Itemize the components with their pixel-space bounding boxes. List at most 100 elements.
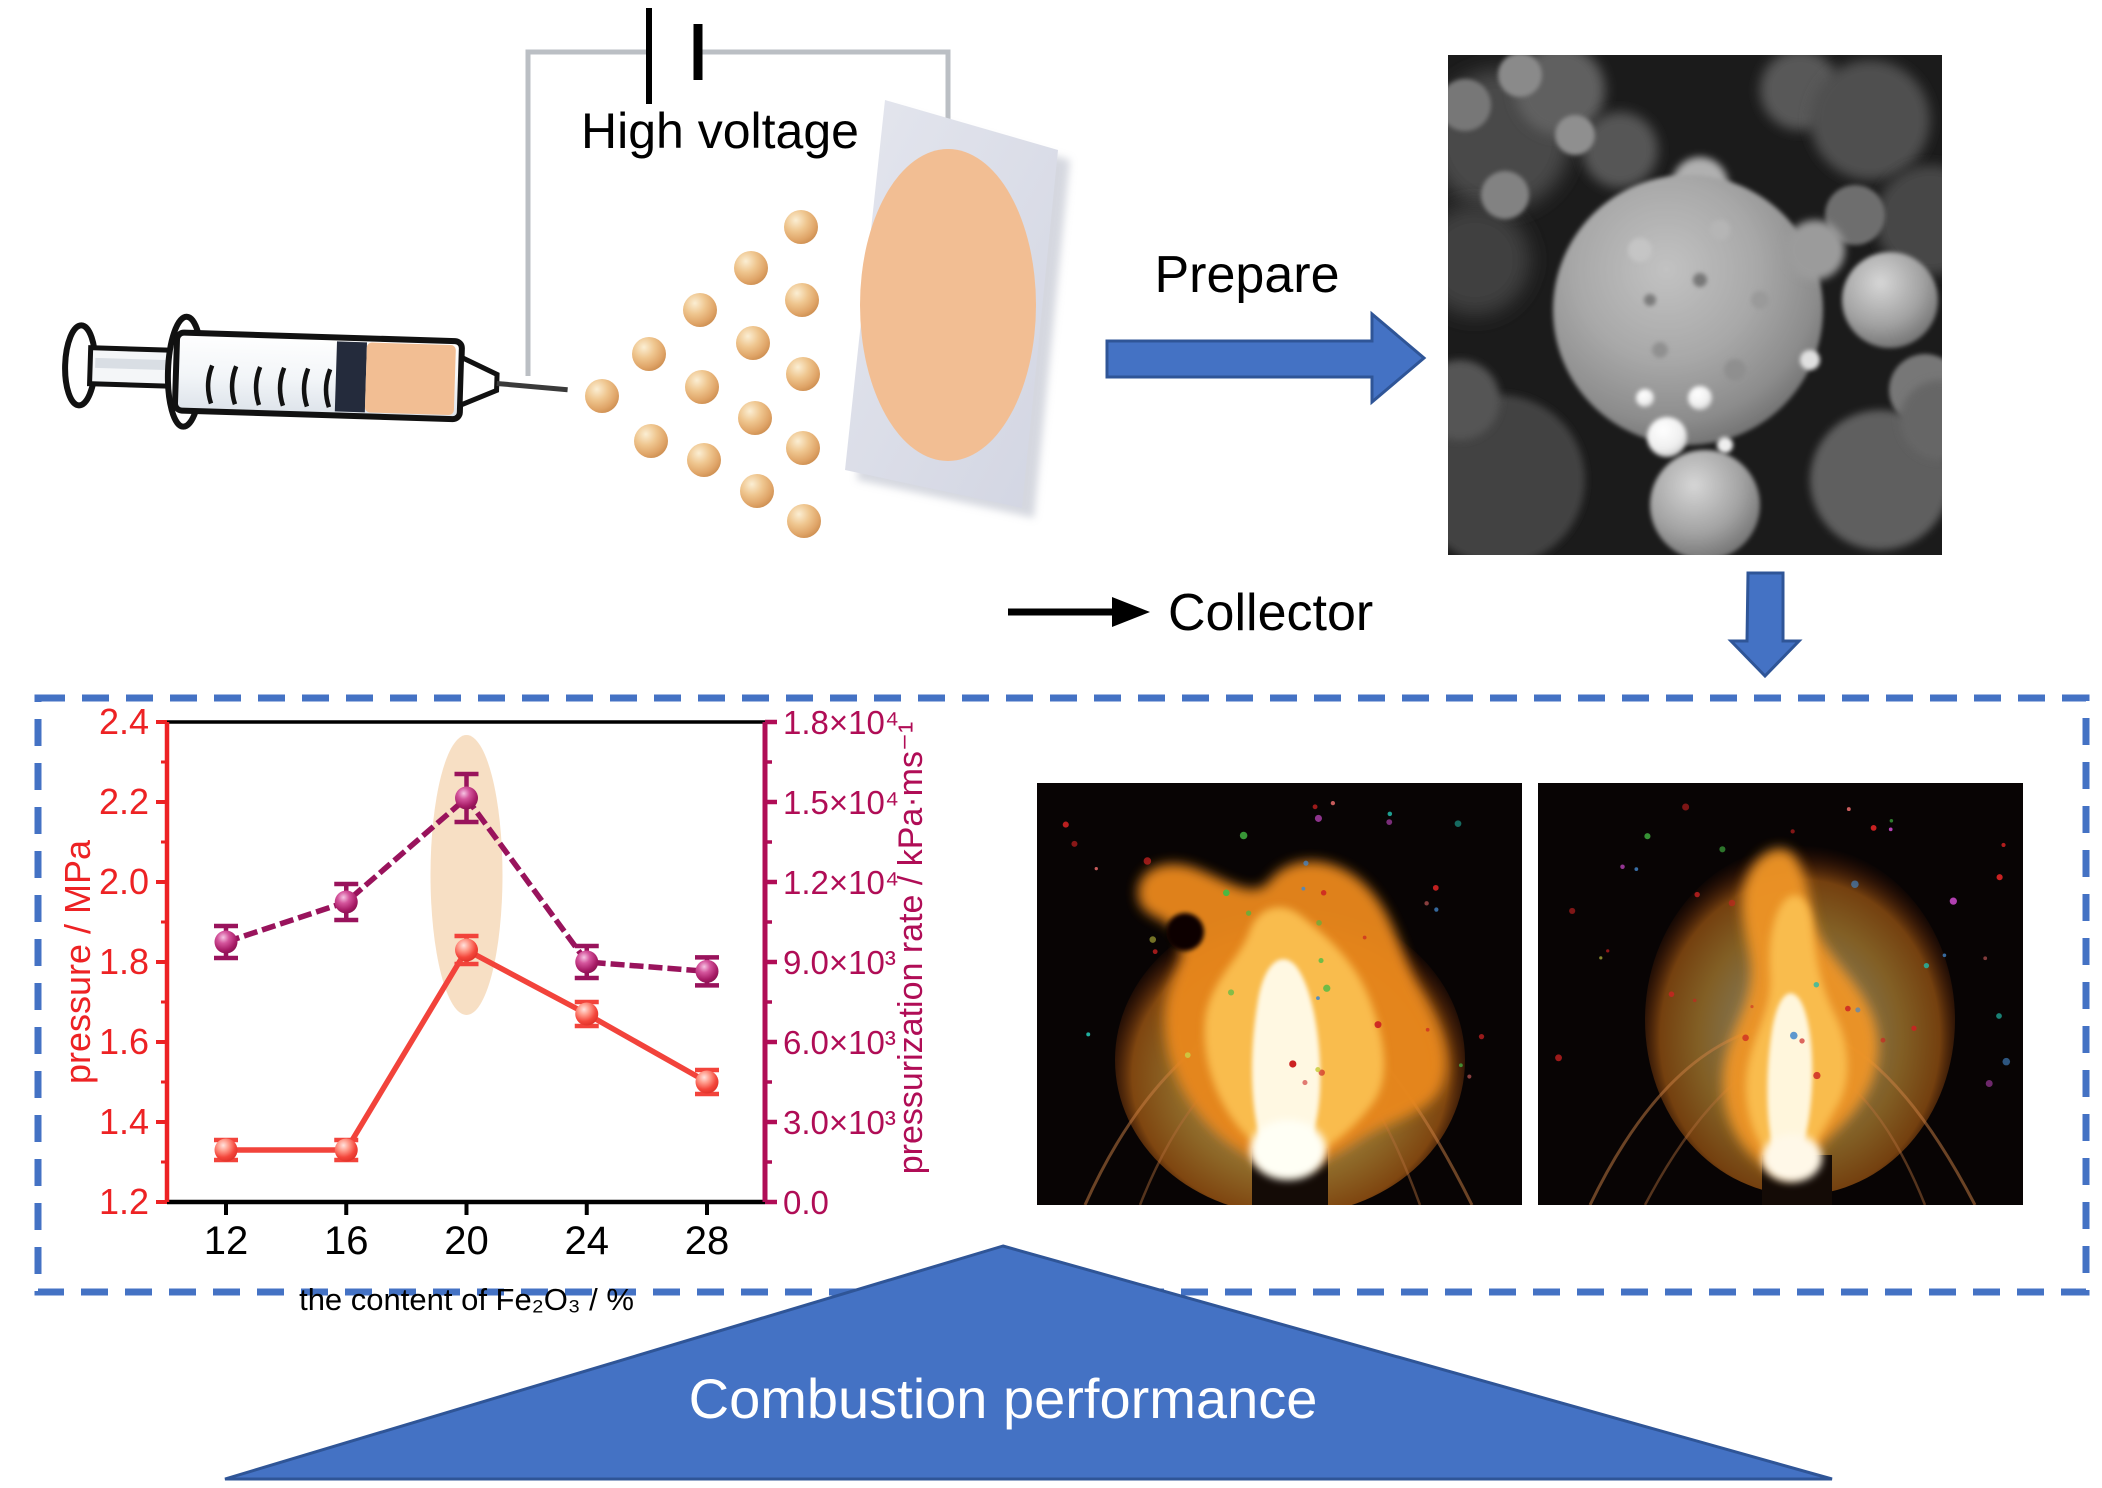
data-point-pressurization-rate <box>214 930 238 954</box>
right-tick-label: 1.2×10⁴ <box>783 864 899 901</box>
collector-plate <box>845 100 1070 518</box>
left-tick-label: 1.4 <box>99 1101 149 1142</box>
noise-speckle <box>1318 957 1324 964</box>
noise-speckle <box>1227 989 1235 996</box>
noise-speckle <box>1467 1074 1472 1079</box>
prepare-label: Prepare <box>1155 246 1340 304</box>
flame-hot-base <box>1762 1134 1822 1182</box>
syringe-graduation <box>323 368 333 408</box>
syringe-plunger-seal <box>334 341 367 413</box>
noise-speckle <box>1315 1067 1321 1073</box>
noise-speckle <box>1239 831 1248 840</box>
noise-speckle <box>1432 884 1439 891</box>
droplet <box>685 370 719 404</box>
noise-speckle <box>1599 956 1603 960</box>
noise-speckle <box>1555 1054 1562 1062</box>
droplet <box>786 357 820 391</box>
noise-speckle <box>1312 804 1318 810</box>
data-point-pressurization-rate <box>334 890 358 914</box>
droplet <box>683 293 717 327</box>
noise-speckle <box>1330 800 1336 806</box>
left-tick-label: 2.0 <box>99 861 149 902</box>
noise-speckle <box>1942 953 1947 958</box>
noise-speckle <box>1923 962 1930 969</box>
syringe-graduation <box>205 364 215 405</box>
noise-speckle <box>1728 899 1736 907</box>
right-axis-title: pressurization rate / kPa·ms⁻¹ <box>892 722 930 1175</box>
noise-speckle <box>1569 907 1576 914</box>
data-point-pressure <box>455 938 478 962</box>
noise-speckle <box>2002 1057 2011 1066</box>
noise-speckle <box>1682 803 1690 811</box>
noise-speckle <box>1983 956 1988 961</box>
flame-curl-hole <box>1166 913 1204 951</box>
noise-speckle <box>1387 811 1393 817</box>
syringe-plunger-shade <box>95 357 174 371</box>
noise-speckle <box>1889 819 1894 823</box>
droplet <box>734 251 768 285</box>
noise-speckle <box>2001 842 2006 848</box>
droplet <box>785 283 819 317</box>
noise-speckle <box>1320 890 1327 896</box>
noise-speckle <box>1996 874 2003 881</box>
noise-speckle <box>1750 1005 1754 1009</box>
noise-speckle <box>1386 819 1393 826</box>
noise-speckle <box>1316 920 1322 926</box>
noise-speckle <box>1851 880 1859 889</box>
banner-label: Combustion performance <box>689 1367 1318 1430</box>
syringe-graduation <box>277 366 287 407</box>
collector-arrowhead-icon <box>1112 597 1150 627</box>
noise-speckle <box>1071 840 1078 847</box>
x-tick-label: 16 <box>324 1219 369 1263</box>
noise-speckle <box>1478 1033 1485 1040</box>
noise-speckle <box>1302 1080 1308 1086</box>
noise-speckle <box>1143 857 1152 865</box>
right-tick-label: 1.5×10⁴ <box>783 784 899 821</box>
noise-speckle <box>1620 864 1625 870</box>
prepare-arrow-icon <box>1105 310 1427 406</box>
high-voltage-label: High voltage <box>581 103 859 159</box>
right-tick-label: 0.0 <box>783 1184 829 1221</box>
droplet <box>784 210 818 244</box>
noise-speckle <box>1314 814 1322 822</box>
left-axis-title: pressure / MPa <box>57 839 98 1084</box>
right-tick-label: 6.0×10³ <box>783 1024 896 1061</box>
droplet <box>738 401 772 435</box>
noise-speckle <box>1425 1027 1430 1032</box>
noise-speckle <box>1094 867 1098 871</box>
down-arrow-icon <box>1727 571 1803 679</box>
flame-hot-base <box>1250 1120 1326 1180</box>
noise-speckle <box>1454 820 1462 828</box>
noise-speckle <box>1799 1038 1805 1044</box>
x-tick-label: 12 <box>204 1219 249 1263</box>
droplet <box>740 474 774 508</box>
noise-speckle <box>1880 1037 1886 1043</box>
noise-speckle <box>1362 935 1367 940</box>
noise-speckle <box>1742 1034 1749 1042</box>
syringe-graduation <box>301 367 311 408</box>
data-point-pressurization-rate <box>455 786 478 810</box>
x-tick-label: 24 <box>565 1219 610 1263</box>
noise-speckle <box>1870 825 1877 831</box>
noise-speckle <box>1855 1007 1861 1013</box>
noise-speckle <box>1606 949 1610 953</box>
noise-speckle <box>1845 1005 1851 1012</box>
flame-photo-left <box>1037 783 1522 1205</box>
noise-speckle <box>1719 846 1726 853</box>
noise-speckle <box>1790 1031 1798 1040</box>
noise-speckle <box>1062 821 1069 828</box>
camera-noise-speckles <box>1555 803 2011 1087</box>
noise-speckle <box>1790 829 1795 834</box>
syringe-graduation <box>253 366 263 406</box>
pressure-chart: 1.2 1.4 1.6 1.8 2.0 2.2 2.4 0.0 3.0×10³ 6.0×10³ 9.… <box>57 701 930 1317</box>
syringe-liquid <box>364 342 456 415</box>
syringe <box>62 313 568 430</box>
noise-speckle <box>1846 807 1851 812</box>
noise-speckle <box>1149 936 1157 943</box>
noise-speckle <box>1374 1021 1382 1029</box>
data-point-pressurization-rate <box>695 959 719 983</box>
electrospray-droplets <box>585 210 821 538</box>
sem-micrograph <box>1448 55 1942 555</box>
left-tick-label: 2.4 <box>99 701 149 742</box>
noise-speckle <box>1323 984 1331 992</box>
